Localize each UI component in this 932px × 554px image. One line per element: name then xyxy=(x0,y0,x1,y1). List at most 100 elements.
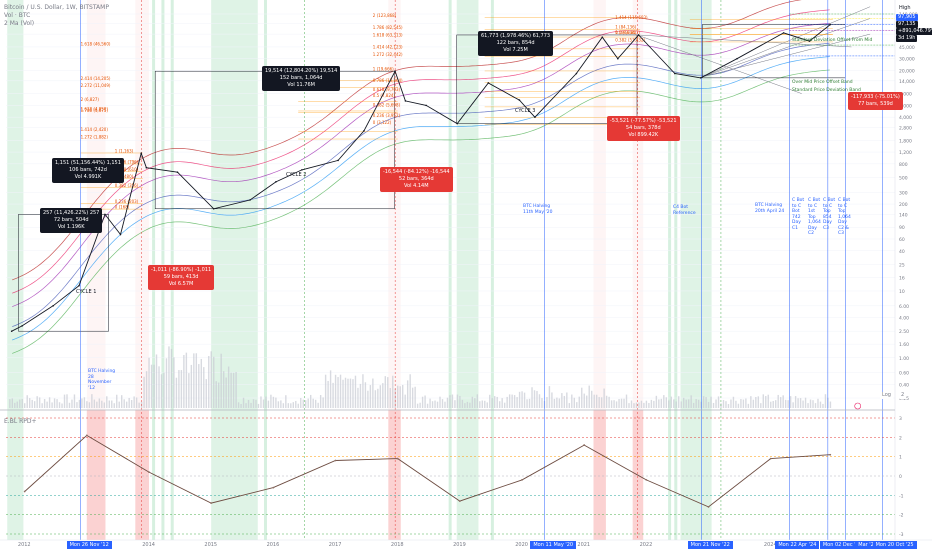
volume-bar xyxy=(364,382,367,408)
volume-bar xyxy=(133,396,135,408)
volume-bar xyxy=(257,403,260,408)
volume-bar xyxy=(775,400,777,408)
fib-level-label: 2 (6,827) xyxy=(81,97,100,102)
oscillator-tick-label: 1 xyxy=(899,455,902,461)
volume-bar xyxy=(715,399,717,408)
volume-bar xyxy=(24,403,26,408)
volume-bar xyxy=(588,385,590,408)
volume-bar xyxy=(19,399,21,408)
volume-bar xyxy=(568,403,571,408)
oscillator-series-line xyxy=(24,434,831,508)
log-scale-value: 2 xyxy=(899,392,907,399)
highlighted-date-label: Mon 20 Oct '25 xyxy=(872,541,917,549)
volume-bar xyxy=(111,400,113,408)
price-point xyxy=(425,104,427,107)
price-tick-label: 800 xyxy=(899,162,908,168)
price-point xyxy=(363,129,365,132)
callout-line: 152 bars, 1,064d xyxy=(279,75,323,81)
volume-bar xyxy=(665,397,668,408)
highlighted-date-label: Mon 26 Nov '12 xyxy=(66,541,112,549)
volume-bar xyxy=(414,386,416,408)
volume-bar xyxy=(46,401,48,408)
highlighted-date-label: Mon 11 May '20 xyxy=(530,541,577,549)
price-point xyxy=(337,159,339,162)
callout-line: -117,933 (-75.01%) xyxy=(851,94,900,100)
top-zone-shade xyxy=(593,0,606,410)
measure-callout: -1,011 (-86.90%) -1,011 59 bars, 413d Vol … xyxy=(148,265,215,290)
volume-bar xyxy=(339,374,342,408)
trend-fan-line xyxy=(636,34,802,94)
volume-bar xyxy=(660,398,663,408)
volume-bar xyxy=(217,382,220,408)
volume-bar xyxy=(533,390,536,408)
volume-bar xyxy=(290,403,292,408)
volume-label: Vol · BTC xyxy=(4,12,31,19)
fib-level-label: 1.414 (42,123) xyxy=(373,44,403,49)
event-note: C Bot to C Top 1,064 Day C2 & C3 xyxy=(838,198,851,236)
bottom-zone-stripe xyxy=(448,0,452,540)
volume-bar xyxy=(426,403,429,408)
volume-bar xyxy=(138,402,140,408)
volume-bar xyxy=(451,394,454,408)
year-label: 2022 xyxy=(639,542,653,548)
volume-bar xyxy=(635,402,638,408)
volume-bar xyxy=(503,402,506,408)
measure-callout: 61,773 (1,978.46%) 61,773 122 bars, 854d V… xyxy=(478,31,554,56)
year-label: 2020 xyxy=(515,542,528,548)
price-point xyxy=(575,72,578,75)
volume-bar xyxy=(531,387,533,408)
price-tick-label: 300 xyxy=(899,190,908,196)
volume-bar xyxy=(777,394,779,408)
volume-bar xyxy=(812,400,814,408)
volume-bar xyxy=(334,374,337,408)
volume-bar xyxy=(58,402,61,408)
volume-bar xyxy=(787,400,789,408)
volume-bar xyxy=(824,394,827,408)
volume-bar xyxy=(548,386,551,408)
bottom-zone-stripe xyxy=(490,0,494,540)
volume-bar xyxy=(242,397,245,408)
volume-bar xyxy=(332,382,334,408)
volume-bar xyxy=(389,388,391,408)
deviation-band-line xyxy=(12,56,830,341)
price-point xyxy=(518,99,521,101)
volume-bar xyxy=(158,366,160,408)
volume-bar xyxy=(265,396,267,408)
volume-bar xyxy=(538,394,541,408)
volume-bar xyxy=(324,374,327,408)
price-point xyxy=(829,23,832,26)
volume-bar xyxy=(227,366,230,408)
volume-bar xyxy=(590,390,593,408)
price-point xyxy=(487,82,490,84)
volume-bar xyxy=(215,381,217,408)
volume-bar xyxy=(26,395,28,408)
volume-bar xyxy=(130,399,133,408)
fib-level-label: 1.414 (115,693) xyxy=(615,15,648,20)
cycle-label: CYCLE 3 xyxy=(515,108,536,114)
volume-bar xyxy=(93,399,96,408)
volume-bar xyxy=(98,398,101,408)
volume-bar xyxy=(608,396,610,408)
volume-bar xyxy=(21,398,23,408)
callout-line: 59 bars, 413d xyxy=(163,274,199,280)
volume-bar xyxy=(486,402,488,408)
oscillator-point xyxy=(148,471,150,474)
volume-bar xyxy=(66,394,68,408)
volume-bar xyxy=(103,402,106,408)
volume-bar xyxy=(237,402,240,408)
oscillator-point xyxy=(85,434,88,437)
volume-bar xyxy=(673,399,675,408)
bar-countdown-tag: 3d 19h xyxy=(896,34,918,42)
fib-level-label: 0 (3,122) xyxy=(373,120,392,125)
volume-bar xyxy=(767,394,769,408)
measure-callout: -117,933 (-75.01%) 77 bars, 539d xyxy=(848,92,903,110)
volume-bar xyxy=(173,357,175,408)
volume-bar xyxy=(128,397,130,408)
price-tick-label: 140 xyxy=(899,212,908,218)
volume-bar xyxy=(29,398,31,408)
volume-bar xyxy=(125,401,128,408)
volume-bar xyxy=(454,400,456,408)
volume-bar xyxy=(63,394,66,408)
year-label: 2015 xyxy=(204,542,218,548)
